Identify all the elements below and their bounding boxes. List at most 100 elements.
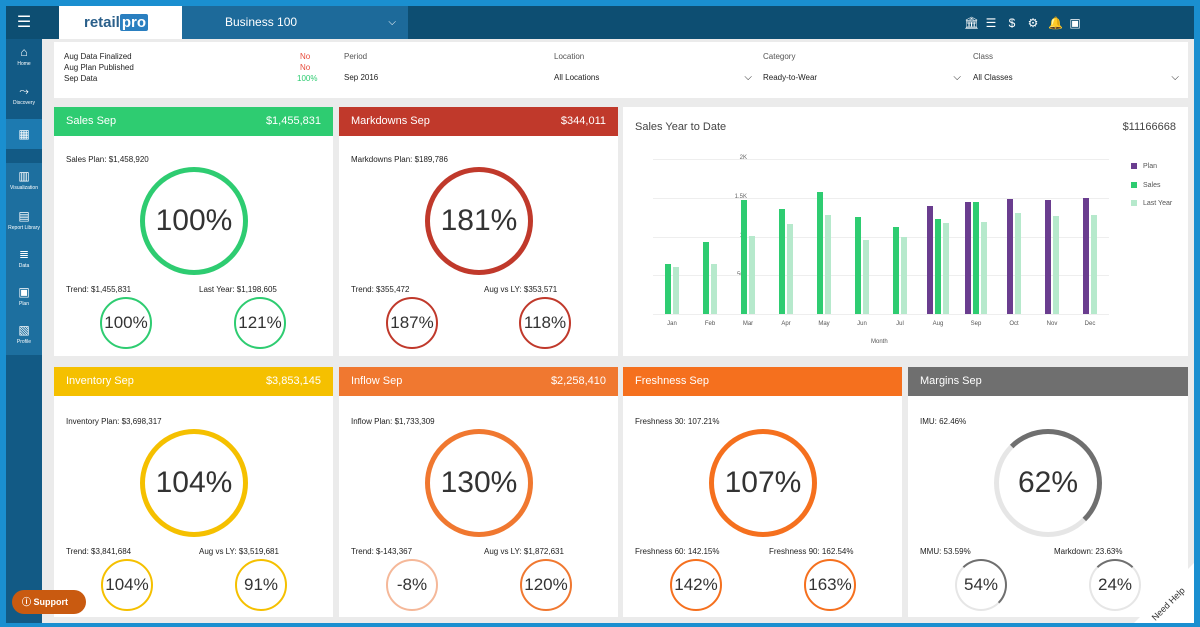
bar-sales-aug[interactable] (935, 219, 941, 314)
legend-item-last-year[interactable]: Last Year (1131, 200, 1172, 207)
freshness-90-label: Freshness 90: 162.54% (769, 547, 854, 556)
sidebar-item-dashboard[interactable]: ▦ (6, 119, 42, 149)
class-filter[interactable]: Class All Classes ⌵ (973, 52, 1179, 83)
sidebar-item-profile[interactable]: ▧ Profile (6, 317, 42, 355)
margins-card[interactable]: Margins Sep IMU: 62.46% 62% MMU: 53.59% … (908, 367, 1188, 617)
logo-text: retail (84, 14, 120, 31)
bar-sales-apr[interactable] (779, 209, 785, 314)
sidebar-item-discovery[interactable]: ⤳ Discovery (6, 84, 42, 106)
plan-label: Sales Plan: $1,458,920 (66, 155, 149, 164)
sidebar-item-data[interactable]: ≣ Data (6, 241, 42, 279)
card-title: Inflow Sep (351, 375, 403, 387)
chevron-down-icon: ⌵ (953, 72, 961, 83)
business-selector[interactable]: Business 100 ⌵ (182, 6, 408, 39)
hamburger-icon[interactable]: ☰ (16, 14, 32, 31)
bar-last-year-jul[interactable] (901, 237, 907, 314)
location-filter[interactable]: Location All Locations ⌵ (554, 52, 752, 83)
sidebar-item-visualization[interactable]: ▥ Visualization (6, 163, 42, 203)
bar-last-year-dec[interactable] (1091, 215, 1097, 314)
dashboard-icon: ▦ (18, 127, 30, 141)
bar-plan-sep[interactable] (965, 202, 971, 314)
sales-ytd-card[interactable]: Sales Year to Date $11166668 2K 1.5K 1K … (623, 107, 1188, 356)
bar-last-year-may[interactable] (825, 215, 831, 314)
legend-swatch (1131, 163, 1137, 170)
gear-icon[interactable]: ⚙ (1027, 15, 1039, 30)
x-tick-label: May (818, 321, 830, 327)
bar-last-year-feb[interactable] (711, 264, 717, 314)
plan-label: Inflow Plan: $1,733,309 (351, 417, 435, 426)
bar-plan-oct[interactable] (1007, 199, 1013, 314)
sidebar-label: Data (18, 263, 30, 269)
retail-pro-logo[interactable]: retail pro (59, 6, 182, 39)
sidebar-item-plan[interactable]: ▣ Plan (6, 279, 42, 317)
logo-accent: pro (119, 14, 149, 31)
list-icon[interactable]: ☰ (985, 15, 997, 30)
sidebar-label: Home (17, 61, 31, 67)
bar-sales-may[interactable] (817, 192, 823, 314)
freshness-card[interactable]: Freshness Sep Freshness 30: 107.21% 107%… (623, 367, 902, 617)
bar-sales-jun[interactable] (855, 217, 861, 314)
markdowns-card[interactable]: Markdowns Sep $344,011 Markdowns Plan: $1… (339, 107, 618, 356)
visualization-icon: ▥ (18, 169, 30, 183)
category-filter[interactable]: Category Ready-to-Wear ⌵ (763, 52, 961, 83)
status-label: Aug Plan Published (64, 63, 134, 72)
bar-plan-dec[interactable] (1083, 198, 1089, 314)
main-percent-ring: 181% (425, 167, 533, 275)
bar-sales-sep[interactable] (973, 202, 979, 314)
x-axis-labels: Jan Feb Mar Apr May Jun Jul Aug Sep Oct … (653, 321, 1109, 331)
legend-label: Sales (1143, 182, 1161, 189)
bar-sales-jan[interactable] (665, 264, 671, 314)
card-total: $3,853,145 (265, 375, 321, 387)
period-filter[interactable]: Period Sep 2016 (344, 52, 542, 82)
bar-plan-aug[interactable] (927, 206, 933, 314)
legend-label: Last Year (1143, 200, 1173, 207)
chart-plot-area (653, 159, 1109, 315)
trend-label: Trend: $355,472 (351, 285, 410, 294)
bank-icon[interactable]: 🏛 (964, 15, 980, 30)
inflow-card[interactable]: Inflow Sep $2,258,410 Inflow Plan: $1,733… (339, 367, 618, 617)
support-button[interactable]: ⓘ Support (12, 590, 86, 614)
bar-last-year-oct[interactable] (1015, 213, 1021, 314)
chart-total: $11166668 (1122, 121, 1176, 133)
bar-last-year-mar[interactable] (749, 236, 755, 314)
inventory-card[interactable]: Inventory Sep $3,853,145 Inventory Plan: … (54, 367, 333, 617)
discovery-icon: ⤳ (19, 84, 29, 98)
sidebar-item-report-library[interactable]: ▤ Report Library (6, 203, 42, 241)
x-tick-label: Jul (896, 321, 904, 327)
home-icon: ⌂ (20, 45, 28, 59)
sidebar: ⌂ Home ⤳ Discovery ▦ ▥ Visualization ▤ Repor… (6, 39, 42, 623)
chevron-down-icon: ⌵ (744, 72, 752, 83)
app-window: ☰ retail pro Business 100 ⌵ 🏛 ☰ $ ⚙ 🔔 ▣ ⌂ H… (6, 6, 1194, 623)
sidebar-item-home[interactable]: ⌂ Home (6, 45, 42, 67)
bar-last-year-apr[interactable] (787, 224, 793, 314)
support-label: Support (33, 597, 69, 607)
x-tick-label: Sep (970, 321, 982, 327)
main-percent-ring: 107% (709, 429, 817, 537)
x-tick-label: Feb (704, 321, 716, 327)
user-card-icon[interactable]: ▣ (1069, 15, 1081, 30)
dollar-icon[interactable]: $ (1008, 15, 1016, 30)
y-tick-label: 2K (739, 155, 747, 161)
card-title: Markdowns Sep (351, 115, 430, 127)
sidebar-label: Report Library (8, 225, 40, 231)
legend-item-plan[interactable]: Plan (1131, 163, 1157, 170)
plan-label: Freshness 30: 107.21% (635, 417, 720, 426)
x-tick-label: Nov (1046, 321, 1058, 327)
bar-sales-jul[interactable] (893, 227, 899, 314)
comparison-label: Aug vs LY: $353,571 (484, 285, 558, 294)
bell-icon[interactable]: 🔔 (1048, 15, 1063, 30)
status-value: No (300, 52, 311, 61)
bar-sales-mar[interactable] (741, 200, 747, 314)
markdown-label: Markdown: 23.63% (1054, 547, 1123, 556)
sales-card[interactable]: Sales Sep $1,455,831 Sales Plan: $1,458,9… (54, 107, 333, 356)
bar-last-year-jun[interactable] (863, 240, 869, 314)
bar-last-year-nov[interactable] (1053, 216, 1059, 314)
bar-plan-nov[interactable] (1045, 200, 1051, 314)
bar-last-year-sep[interactable] (981, 222, 987, 314)
gridline (653, 275, 1109, 276)
legend-item-sales[interactable]: Sales (1131, 182, 1161, 189)
x-tick-label: Aug (932, 321, 944, 327)
bar-last-year-jan[interactable] (673, 267, 679, 314)
bar-sales-feb[interactable] (703, 242, 709, 314)
bar-last-year-aug[interactable] (943, 223, 949, 314)
